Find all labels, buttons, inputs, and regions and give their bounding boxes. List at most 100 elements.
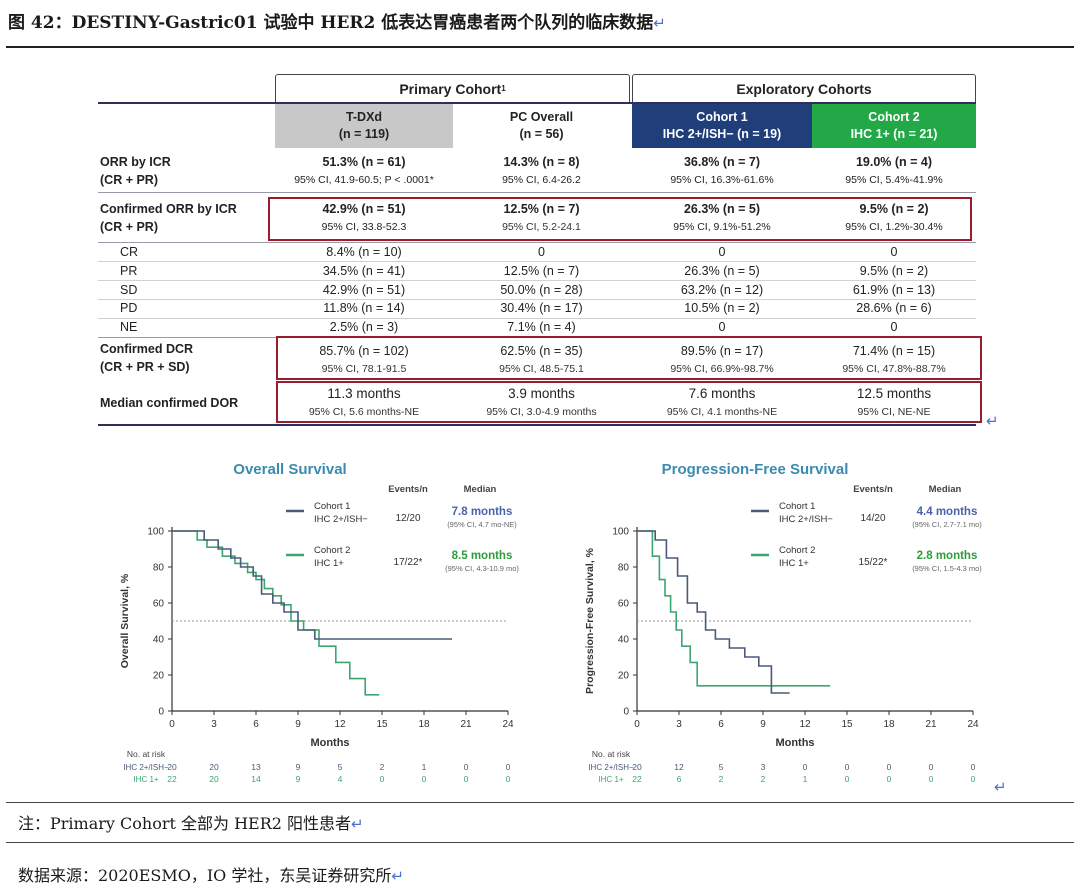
x-tick-label: 24 [502, 719, 514, 730]
response-cell: 7.1% (n = 4) [507, 320, 576, 335]
row-divider [98, 317, 976, 319]
legend-ci: (95% CI, 4.3-10.9 mo) [445, 564, 519, 573]
y-tick-label: 60 [618, 599, 630, 610]
confirmed-orr-cell-cohort1: 26.3% (n = 5) 95% CI, 9.1%-51.2% [673, 202, 771, 233]
overall-survival-chart: Overall Survival Events/n Median Cohort 1 IH… [100, 455, 530, 795]
at-risk-value: 20 [167, 762, 177, 772]
at-risk-row-label: IHC 2+/ISH− [588, 763, 634, 772]
chart-title: Progression-Free Survival [662, 461, 849, 478]
response-cell: 10.5% (n = 2) [684, 301, 760, 316]
x-tick-label: 0 [169, 719, 175, 730]
y-tick-label: 100 [147, 527, 164, 538]
row-divider [98, 192, 976, 193]
row-label-orr: ORR by ICR (CR + PR) [100, 155, 171, 187]
figure-title: 图 42：DESTINY-Gastric01 试验中 HER2 低表达胃癌患者两… [8, 13, 666, 33]
km-curve-cohort1 [637, 530, 790, 694]
at-risk-value: 22 [167, 774, 177, 784]
response-cell: 0 [718, 245, 726, 259]
y-axis-label: Overall Survival, % [119, 573, 131, 668]
orr-cell-pc: 14.3% (n = 8) 95% CI, 6.4-26.2 [502, 155, 581, 186]
km-plot-svg: Progression-Free Survival Events/n Median C… [584, 461, 982, 784]
x-tick-label: 24 [967, 719, 979, 730]
response-cell: 42.9% (n = 51) [322, 282, 406, 297]
legend-ci: (95% CI, 2.7-7.1 mo) [912, 520, 982, 529]
row-label-dor: Median confirmed DOR [100, 396, 239, 410]
x-tick-label: 15 [376, 719, 388, 730]
at-risk-value: 0 [464, 774, 469, 784]
at-risk-value: 0 [971, 774, 976, 784]
response-cell: 0 [538, 245, 545, 259]
response-cell: 0 [890, 245, 898, 259]
x-axis-label: Months [310, 737, 349, 749]
legend-median: 4.4 months [917, 506, 978, 518]
km-plot-svg: Overall Survival Events/n Median Cohort 1 IH… [119, 461, 519, 784]
x-tick-label: 15 [841, 719, 853, 730]
at-risk-value: 12 [674, 762, 684, 772]
y-tick-label: 0 [158, 707, 164, 718]
at-risk-title: No. at risk [592, 749, 631, 759]
response-cell: 2.5% (n = 3) [329, 320, 399, 335]
y-tick-label: 20 [618, 671, 630, 682]
legend-events: 17/22* [394, 557, 423, 568]
response-cell: 0 [890, 320, 898, 335]
x-tick-label: 9 [760, 719, 766, 730]
response-cell: 8.4% (n = 10) [326, 245, 402, 259]
y-tick-label: 20 [153, 671, 165, 682]
source-divider [6, 842, 1074, 843]
legend-events: 15/22* [859, 557, 888, 568]
confirmed-orr-cell-pc: 12.5% (n = 7) 95% CI, 5.2-24.1 [502, 202, 581, 233]
legend-sublabel: IHC 2+/ISH− [779, 514, 833, 525]
highlight-box-confirmed-orr [268, 197, 972, 241]
x-tick-label: 21 [460, 719, 472, 730]
at-risk-value: 13 [251, 762, 261, 772]
row-label-dcr: Confirmed DCR (CR + PR + SD) [100, 342, 194, 374]
dcr-cell-cohort2: 71.4% (n = 15) 95% CI, 47.8%-88.7% [842, 344, 946, 375]
at-risk-value: 0 [971, 762, 976, 772]
response-cell: 11.8% (n = 14) [323, 301, 405, 316]
at-risk-value: 0 [845, 774, 850, 784]
at-risk-title: No. at risk [127, 749, 166, 759]
x-tick-label: 9 [295, 719, 301, 730]
x-tick-label: 3 [211, 719, 217, 730]
legend-header-median: Median [929, 484, 962, 495]
y-tick-label: 60 [153, 599, 165, 610]
dcr-cell-pc: 62.5% (n = 35) 95% CI, 48.5-75.1 [499, 344, 584, 375]
at-risk-value: 1 [422, 762, 427, 772]
dor-cell-pc: 3.9 months 95% CI, 3.0-4.9 months [486, 386, 597, 418]
x-tick-label: 3 [676, 719, 682, 730]
orr-cell-cohort2: 19.0% (n = 4) 95% CI, 5.4%-41.9% [845, 155, 943, 186]
legend-events: 12/20 [395, 513, 420, 524]
x-tick-label: 21 [925, 719, 937, 730]
dor-cell-tdxd: 11.3 months 95% CI, 5.6 months-NE [308, 386, 420, 418]
note-divider [6, 802, 1074, 803]
at-risk-value: 5 [338, 762, 343, 772]
legend-sublabel: IHC 1+ [314, 558, 344, 569]
legend-ci: (95% CI, 1.5-4.3 mo) [912, 564, 982, 573]
source-text: 数据来源：2020ESMO，IO 学社，东吴证券研究所↵ [18, 866, 404, 885]
return-mark: ↵ [994, 778, 1007, 796]
at-risk-row-label: IHC 1+ [133, 775, 158, 784]
col-header-tdxd: T-DXd (n = 119) [275, 104, 453, 148]
exploratory-cohorts-header: Exploratory Cohorts [632, 74, 976, 102]
y-tick-label: 0 [623, 707, 629, 718]
response-label-3: PD [120, 301, 138, 316]
at-risk-value: 0 [380, 774, 385, 784]
confirmed-orr-cell-tdxd: 42.9% (n = 51) 95% CI, 33.8-52.3 [321, 202, 407, 233]
legend-ci: (95% CI, 4.7 mo-NE) [447, 520, 517, 529]
at-risk-row-label: IHC 1+ [598, 775, 623, 784]
x-tick-label: 18 [418, 719, 430, 730]
response-label-2: SD [120, 282, 138, 297]
row-label-confirmed-orr: Confirmed ORR by ICR (CR + PR) [100, 202, 237, 234]
response-cell: 50.0% (n = 28) [500, 282, 583, 297]
at-risk-value: 9 [296, 774, 301, 784]
return-mark: ↵ [986, 412, 999, 430]
legend-header-events: Events/n [388, 484, 428, 495]
results-table: Primary Cohort 1 Exploratory Cohorts T-DX… [98, 74, 982, 426]
col-header-cohort1: Cohort 1 IHC 2+/ISH− (n = 19) [632, 104, 812, 148]
legend-name: Cohort 1 [314, 501, 350, 512]
response-cell: 9.5% (n = 2) [859, 263, 929, 278]
x-tick-label: 12 [334, 719, 346, 730]
at-risk-value: 20 [209, 774, 219, 784]
y-axis-label: Progression-Free Survival, % [584, 547, 596, 694]
chart-title: Overall Survival [233, 461, 346, 478]
